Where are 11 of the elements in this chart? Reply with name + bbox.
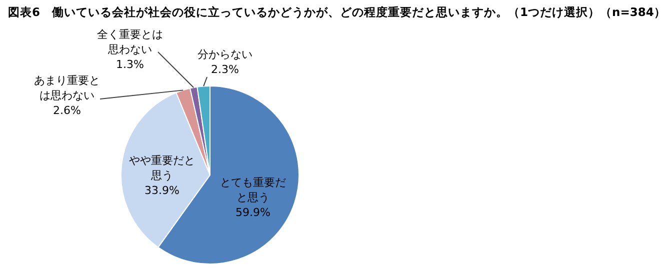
data-label: 2.3% <box>211 63 239 76</box>
text: 図表6 働いている会社が社会の役に立っているかどうかが、どの程度重要だと思いますか。（1つだけ選択）（n=384） <box>8 5 666 19</box>
slice-label: とても重要だと思う <box>220 176 286 204</box>
data-label: 2.6% <box>53 104 81 117</box>
data-label: 59.9% <box>236 206 270 219</box>
slice-label: 分からない <box>198 48 252 61</box>
slice-label: 全く重要とは思わない <box>97 28 163 56</box>
data-label: 1.3% <box>116 58 144 71</box>
slice-label: やや重要だと思う <box>129 154 195 182</box>
data-label: 33.9% <box>144 184 180 197</box>
slice-label: あまり重要とは思わない <box>34 74 100 102</box>
